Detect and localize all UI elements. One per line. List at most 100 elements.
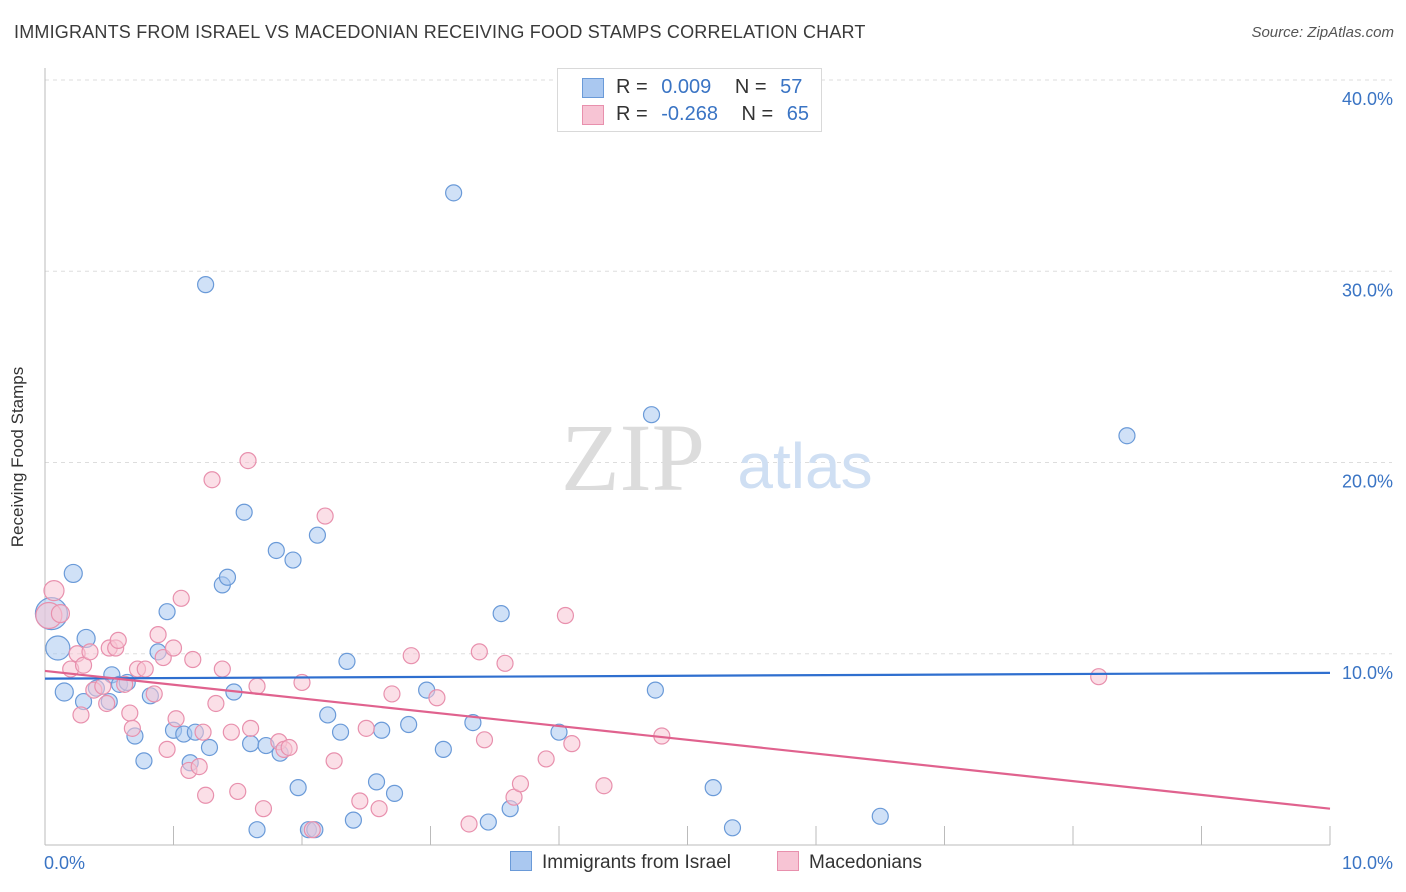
point-macedonians [145, 685, 163, 703]
point-macedonians [402, 647, 420, 665]
point-macedonians [239, 451, 257, 470]
point-macedonians [222, 723, 240, 741]
point-macedonians [207, 694, 225, 713]
point-israel [63, 563, 83, 584]
point-macedonians [357, 719, 375, 737]
trend-lines [44, 669, 1331, 810]
point-macedonians [203, 471, 221, 489]
point-macedonians [50, 603, 71, 624]
point-macedonians [370, 800, 388, 818]
y-tick-label: 40.0% [1342, 89, 1393, 109]
point-macedonians [229, 782, 247, 801]
watermark-zip: ZIP [561, 404, 705, 511]
point-israel [218, 568, 237, 586]
bottom-legend-swatch-israel [510, 851, 532, 871]
point-macedonians [316, 507, 334, 525]
point-macedonians [158, 740, 176, 758]
point-macedonians [172, 589, 190, 607]
bottom-legend-label-israel: Immigrants from Israel [542, 852, 731, 873]
point-macedonians [563, 735, 581, 753]
point-macedonians [197, 786, 215, 804]
point-israel [445, 184, 463, 202]
point-macedonians [1090, 668, 1108, 686]
trend-line-macedonians [44, 669, 1331, 810]
point-macedonians [109, 631, 127, 649]
point-israel [464, 713, 482, 732]
y-tick-label: 30.0% [1342, 280, 1393, 300]
point-macedonians [460, 815, 478, 833]
data-points [34, 184, 1136, 839]
point-macedonians [242, 719, 260, 737]
point-israel [235, 503, 253, 521]
point-israel [242, 735, 260, 753]
point-israel [1118, 427, 1136, 445]
point-israel [704, 779, 722, 797]
point-macedonians [94, 677, 112, 695]
point-macedonians [511, 775, 530, 793]
point-macedonians [98, 694, 116, 713]
point-macedonians [470, 643, 488, 661]
legend-r-label: R = [616, 76, 648, 98]
y-tick-label: 20.0% [1342, 472, 1393, 492]
point-macedonians [248, 677, 266, 695]
point-macedonians [121, 704, 139, 722]
point-israel [45, 635, 71, 661]
point-macedonians [475, 731, 494, 749]
point-macedonians [325, 752, 343, 770]
legend-swatch-macedonians [582, 105, 604, 125]
point-israel [550, 723, 568, 741]
legend-swatch-israel [582, 78, 604, 98]
bottom-legend-israel: Immigrants from Israel [510, 851, 731, 874]
point-israel [344, 811, 362, 829]
point-macedonians [194, 723, 212, 741]
point-israel [479, 813, 497, 831]
bottom-legend-macedonians: Macedonians [777, 851, 922, 874]
point-macedonians [383, 685, 401, 703]
legend-n-value: 65 [786, 103, 810, 125]
point-israel [54, 682, 74, 702]
point-macedonians [254, 800, 273, 818]
legend-r-label: R = [616, 103, 648, 125]
y-tick-label: 10.0% [1342, 663, 1393, 683]
point-macedonians [81, 643, 99, 661]
point-israel [373, 721, 391, 739]
point-israel [197, 276, 215, 294]
point-israel [646, 681, 664, 699]
point-macedonians [213, 660, 231, 678]
point-israel [135, 752, 153, 770]
tick-labels: 10.0% 20.0% 30.0% 40.0% 0.0% 10.0% [44, 89, 1393, 873]
point-israel [367, 773, 386, 791]
point-macedonians [351, 792, 369, 810]
trend-line-israel [44, 671, 1331, 680]
point-israel [492, 604, 510, 623]
point-macedonians [164, 639, 183, 657]
point-israel [289, 779, 307, 797]
point-macedonians [72, 706, 90, 724]
point-macedonians [184, 650, 202, 669]
point-israel [723, 819, 742, 837]
point-macedonians [496, 654, 514, 672]
point-israel [248, 821, 266, 839]
point-israel [158, 603, 176, 621]
point-israel [385, 784, 404, 802]
point-macedonians [303, 821, 321, 839]
point-israel [267, 541, 285, 560]
point-israel [871, 807, 889, 825]
bottom-legend-label-macedonians: Macedonians [809, 852, 923, 873]
point-israel [338, 652, 356, 671]
source-label: Source: ZipAtlas.com [1251, 24, 1394, 41]
x-tick-label: 0.0% [44, 853, 85, 873]
grid-lines [45, 79, 1392, 655]
point-israel [642, 406, 661, 424]
point-macedonians [167, 710, 185, 728]
point-israel [400, 715, 418, 734]
bottom-legend-swatch-macedonians [777, 851, 799, 871]
watermark-atlas: atlas [737, 430, 872, 502]
legend-r-value: -0.268 [661, 103, 718, 125]
point-macedonians [595, 777, 613, 795]
point-macedonians [280, 738, 298, 757]
legend-n-label: N = [741, 103, 774, 125]
point-macedonians [537, 750, 555, 768]
point-macedonians [136, 660, 154, 678]
